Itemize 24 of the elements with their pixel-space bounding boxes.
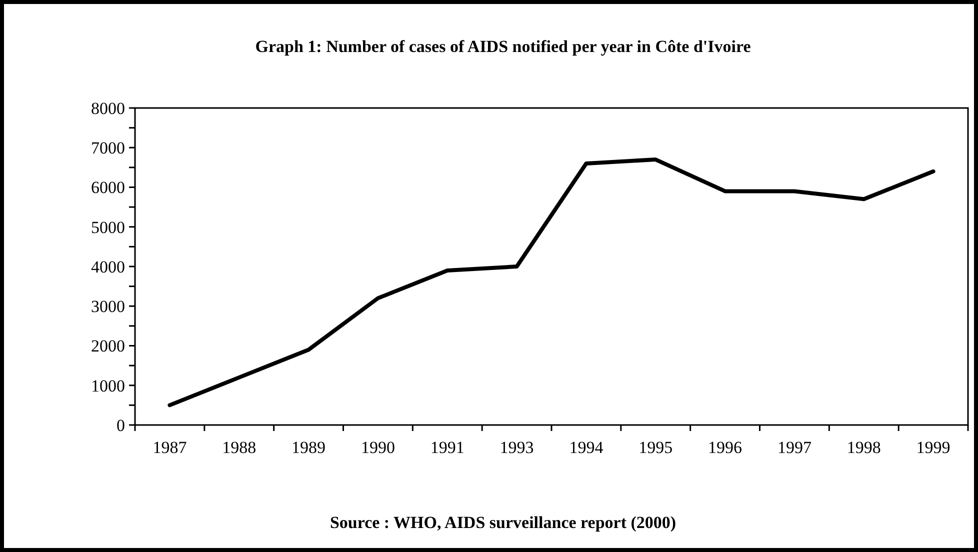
chart-title: Graph 1: Number of cases of AIDS notified per year in Côte d'Ivoire [255,37,752,56]
x-tick-label: 1997 [777,438,812,457]
source-note: Source : WHO, AIDS surveillance report (2000) [330,513,676,532]
x-tick-label: 1995 [638,438,673,457]
x-tick-label: 1991 [430,438,464,457]
y-tick-label: 0 [116,416,125,435]
x-tick-label: 1999 [916,438,950,457]
y-tick-label: 1000 [91,376,125,396]
y-tick-label: 8000 [91,98,125,118]
x-tick-label: 1990 [360,438,395,457]
x-tick-label: 1994 [569,438,604,457]
y-tick-label: 5000 [91,218,125,237]
y-tick-label: 7000 [91,138,125,158]
y-tick-label: 3000 [91,297,125,316]
y-tick-label: 6000 [91,178,125,198]
x-tick-label: 1987 [152,438,188,457]
x-tick-label: 1993 [500,438,534,457]
x-tick-label: 1996 [708,438,742,457]
line-series [168,158,936,408]
y-tick-label: 4000 [91,257,125,276]
x-tick-label: 1998 [846,438,881,457]
x-tick-label: 1989 [292,438,326,457]
x-tick-label: 1988 [222,438,256,457]
y-tick-label: 2000 [91,336,125,356]
